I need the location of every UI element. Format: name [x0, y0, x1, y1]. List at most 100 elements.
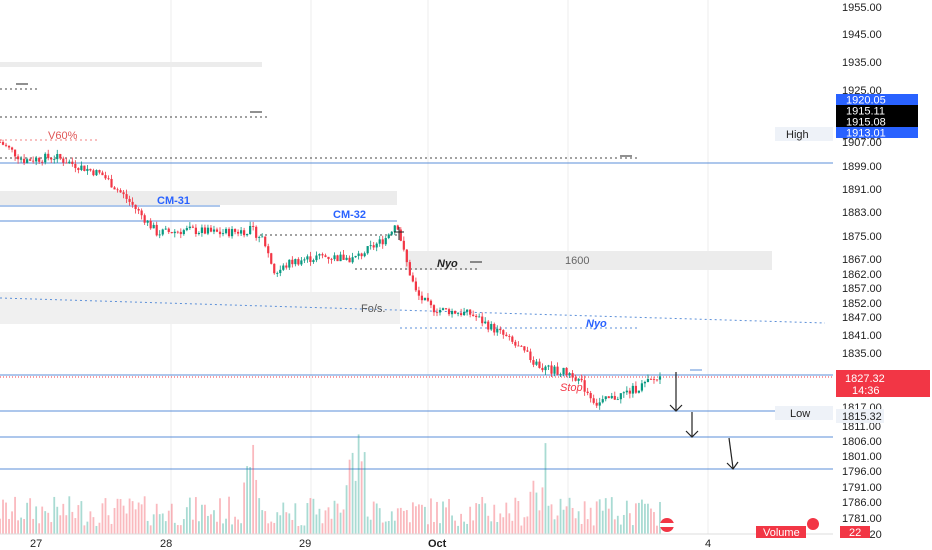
volume-bar [140, 504, 143, 534]
annotation-nyo-2[interactable]: Nyo [586, 318, 607, 330]
candle-body [463, 311, 466, 316]
volume-bar [363, 452, 366, 534]
volume-bar [185, 507, 188, 534]
low-label: Low [790, 408, 810, 420]
volume-bar [405, 510, 408, 534]
volume-bar [396, 508, 399, 534]
candle-body [227, 228, 231, 237]
annotation-stop[interactable]: Stop [560, 382, 583, 394]
price-badge-value: 1915.08 [846, 117, 886, 129]
candle-body [309, 256, 312, 262]
x-tick-27: 27 [30, 538, 42, 550]
candle-body [423, 297, 427, 301]
volume-bar [243, 482, 246, 534]
candle-body [68, 161, 71, 164]
candle-body [1, 142, 5, 145]
volume-legend[interactable]: Volume 22 [660, 518, 870, 539]
annotation-nyo-1[interactable]: Nyo [437, 258, 458, 270]
volume-bar [653, 512, 655, 534]
volume-bar [505, 502, 508, 534]
volume-bar [282, 502, 285, 534]
volume-bar [291, 519, 294, 534]
annotation-v60[interactable]: V60% [48, 130, 78, 142]
volume-bar [493, 504, 496, 534]
volume-bar [418, 504, 420, 534]
volume-bar [101, 503, 104, 534]
y-tick-label: 1811.00 [842, 421, 881, 433]
candle-body [369, 245, 372, 247]
high-label: High [786, 129, 809, 141]
volume-bar [255, 479, 258, 534]
volume-bar [267, 523, 270, 534]
y-tick-label: 1867.00 [842, 254, 882, 266]
candle-body [625, 390, 628, 393]
volume-bar [80, 501, 83, 534]
candle-body [161, 229, 164, 235]
y-tick-label: 1801.00 [842, 451, 882, 463]
candle-body [233, 229, 237, 232]
volume-bar [592, 525, 595, 534]
annotation-fos[interactable]: Fo/s. [361, 303, 385, 315]
candle-body [185, 228, 188, 231]
candle-body [215, 229, 219, 232]
candle-body [526, 350, 529, 352]
y-tick-label: 1935.00 [842, 57, 882, 69]
candle-body [493, 323, 496, 333]
low-label-box [775, 406, 833, 420]
candle-body [35, 157, 38, 162]
volume-bar [35, 506, 38, 534]
price-axis[interactable]: 1955.001945.001935.001925.001907.001899.… [842, 2, 882, 541]
candle-body [351, 257, 354, 263]
candle-body [432, 305, 436, 313]
candle-body [113, 187, 116, 190]
annotation-1600[interactable]: 1600 [565, 255, 589, 267]
volume-bar [384, 521, 387, 534]
candle-body [459, 313, 463, 316]
volume-bar [170, 503, 173, 534]
candle-body [336, 255, 339, 262]
volume-bar [29, 498, 32, 534]
candle-body [595, 402, 598, 406]
candle-body [571, 373, 574, 378]
volume-bar [164, 521, 167, 534]
candle-body [655, 379, 659, 381]
volume-bar [439, 523, 441, 534]
volume-bar [610, 497, 613, 534]
volume-bar [372, 501, 375, 534]
annotation-cm32[interactable]: CM-32 [333, 209, 366, 221]
candle-body [535, 361, 538, 365]
volume-bar [351, 452, 354, 534]
volume-bar [113, 507, 116, 534]
candle-body [182, 230, 185, 235]
candle-body [637, 390, 641, 393]
volume-bar [541, 487, 544, 534]
price-badge [836, 116, 918, 127]
volume-bar [240, 523, 242, 534]
volume-bar [77, 505, 80, 534]
candle-body [339, 254, 342, 262]
volume-bar [297, 525, 300, 534]
price-badge-value: 1915.11 [846, 106, 885, 118]
volume-bar [430, 498, 432, 534]
volume-bar [131, 501, 134, 534]
candle-body [71, 161, 74, 165]
candle-body [390, 231, 393, 235]
candle-body [13, 149, 17, 157]
annotation-cm31[interactable]: CM-31 [157, 195, 190, 207]
volume-bar [387, 521, 390, 534]
candle-body [327, 256, 330, 259]
candle-body [41, 161, 44, 163]
candle-body [568, 373, 571, 375]
candle-body [607, 396, 610, 399]
candle-body [53, 159, 56, 160]
candle-body [104, 175, 107, 179]
candle-body [384, 238, 387, 245]
candle-body [523, 346, 526, 351]
candle-body [472, 314, 475, 316]
candle-body [628, 390, 631, 394]
volume-bar [210, 514, 212, 534]
current-price-badge[interactable] [836, 370, 930, 388]
volume-bar [261, 510, 264, 534]
volume-bar [472, 520, 475, 534]
